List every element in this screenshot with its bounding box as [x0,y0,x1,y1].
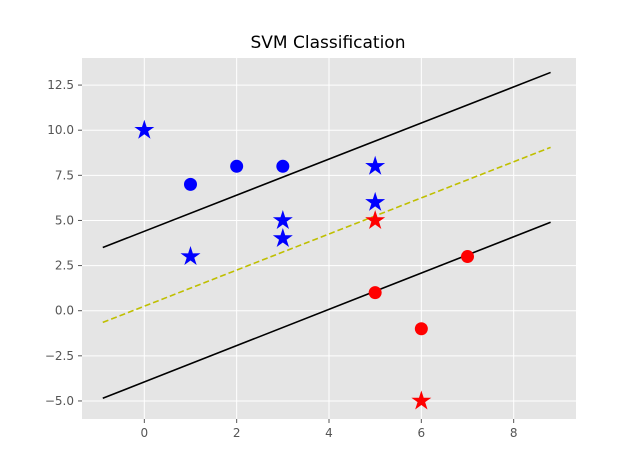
star-point [365,155,386,175]
x-tick-label: 6 [418,426,426,440]
decision-boundary-line [102,146,551,324]
chart-title: SVM Classification [251,33,406,53]
star-point [365,191,386,211]
y-tick-label: 2.5 [55,259,74,273]
star-point [411,390,432,410]
x-tick-label: 4 [325,426,333,440]
y-tick-label: 0.0 [55,304,74,318]
circle-point [276,159,290,173]
circle-point [461,250,475,264]
svm-lines [102,71,551,399]
star-point [272,209,293,229]
y-tick-label: 7.5 [55,168,74,182]
star-point [180,246,201,266]
star-point [365,209,386,229]
y-tick-label: −5.0 [45,394,74,408]
margin-lower-line [102,221,551,399]
y-tick-label: 5.0 [55,213,74,227]
margin-upper-line [102,71,551,249]
y-tick-label: 12.5 [47,78,74,92]
y-tick-label: −2.5 [45,349,74,363]
x-tick-label: 8 [510,426,518,440]
circle-point [183,177,197,191]
data-points [134,119,475,410]
y-tick-label: 10.0 [47,123,74,137]
circle-point [230,159,244,173]
x-tick-label: 2 [233,426,241,440]
circle-point [414,322,428,336]
star-point [272,228,293,247]
x-tick-label: 0 [141,426,149,440]
circle-point [368,286,382,300]
star-point [134,119,155,139]
